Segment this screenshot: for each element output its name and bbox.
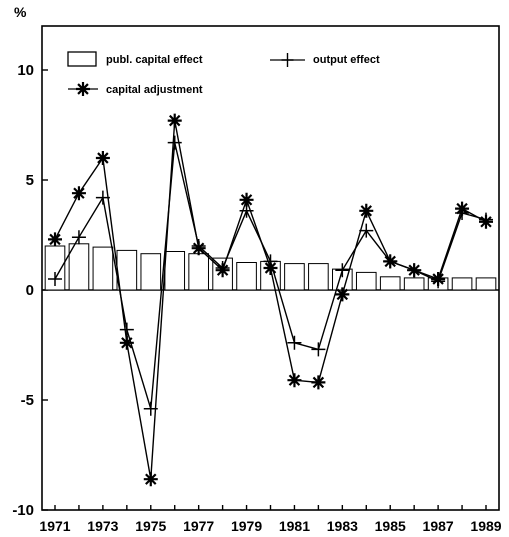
- x-tick-label: 1981: [279, 518, 310, 534]
- capital-adjustment-point: [407, 263, 422, 278]
- x-axis: 1971 1973 1975 1977 1979 1981 1983 1985 1987 1989: [39, 505, 502, 534]
- capital-adjustment-point: [215, 263, 230, 278]
- capital-adjustment-point: [431, 272, 446, 286]
- x-tick-label: 1987: [423, 518, 454, 534]
- bar: [68, 243, 90, 291]
- legend-star-shape: [76, 82, 90, 96]
- bar: [451, 277, 473, 291]
- capital-adjustment-point: [239, 192, 254, 207]
- y-tick-label: 10: [17, 62, 34, 79]
- legend-swatch-publ-capital-effect: [67, 51, 97, 67]
- legend-marker-output-effect: [281, 53, 294, 67]
- output-effect-point: [287, 335, 302, 350]
- x-tick-label: 1983: [327, 518, 358, 534]
- x-tick-label: 1973: [87, 518, 118, 534]
- bar: [140, 253, 162, 291]
- capital-adjustment-point: [71, 186, 86, 201]
- x-tick-label: 1971: [39, 518, 70, 534]
- capital-adjustment-point: [48, 232, 62, 247]
- bar: [403, 277, 425, 291]
- output-effect-point: [48, 272, 62, 286]
- capital-adjustment-point: [119, 335, 134, 350]
- legend-label-output-effect: output effect: [313, 54, 380, 66]
- bar: [284, 263, 305, 291]
- bar: [164, 251, 186, 291]
- y-tick-label: -5: [21, 392, 34, 409]
- legend: publ. capital effect output effect capit…: [67, 51, 380, 96]
- bar: [308, 263, 329, 291]
- capital-adjustment-point: [383, 254, 398, 269]
- output-effect-point: [335, 263, 350, 278]
- legend-label-capital-adjustment: capital adjustment: [106, 84, 203, 96]
- series-line-capital-adjustment: [54, 119, 487, 480]
- line-series: [48, 113, 493, 487]
- bar: [475, 277, 497, 291]
- x-tick-label: 1975: [135, 518, 166, 534]
- capital-adjustment-point: [455, 201, 470, 216]
- capital-adjustment-point: [143, 472, 158, 487]
- capital-adjustment-point: [359, 203, 374, 218]
- x-tick-label: 1989: [470, 518, 501, 534]
- capital-adjustment-point: [287, 373, 302, 388]
- bar: [236, 262, 257, 291]
- output-effect-point: [311, 342, 326, 357]
- capital-adjustment-point: [95, 151, 110, 165]
- x-tick-label: 1979: [231, 518, 262, 534]
- capital-adjustment-point: [311, 375, 326, 390]
- y-unit-label: %: [14, 4, 27, 20]
- capital-adjustment-point: [479, 214, 493, 229]
- bar: [188, 253, 209, 291]
- y-tick-label: 5: [26, 172, 34, 189]
- output-effect-point: [359, 223, 374, 238]
- bar: [116, 249, 138, 291]
- y-tick-label: 0: [26, 282, 34, 299]
- x-tick-label: 1977: [183, 518, 214, 534]
- output-effect-point: [71, 230, 86, 245]
- x-tick-label: 1985: [375, 518, 406, 534]
- capital-adjustment-point: [335, 287, 350, 302]
- capital-adjustment-point: [167, 113, 182, 128]
- bar: [92, 246, 114, 291]
- bar: [379, 276, 401, 291]
- y-axis: 10 5 0 -5 -10: [12, 62, 48, 519]
- output-effect-point: [119, 322, 134, 337]
- capital-adjustment-point: [263, 261, 278, 275]
- y-tick-label: -10: [12, 502, 34, 519]
- legend-marker-capital-adjustment: [76, 82, 90, 96]
- capital-adjustment-point: [191, 241, 206, 256]
- legend-label-publ-capital-effect: publ. capital effect: [106, 54, 203, 66]
- bar: [355, 271, 377, 291]
